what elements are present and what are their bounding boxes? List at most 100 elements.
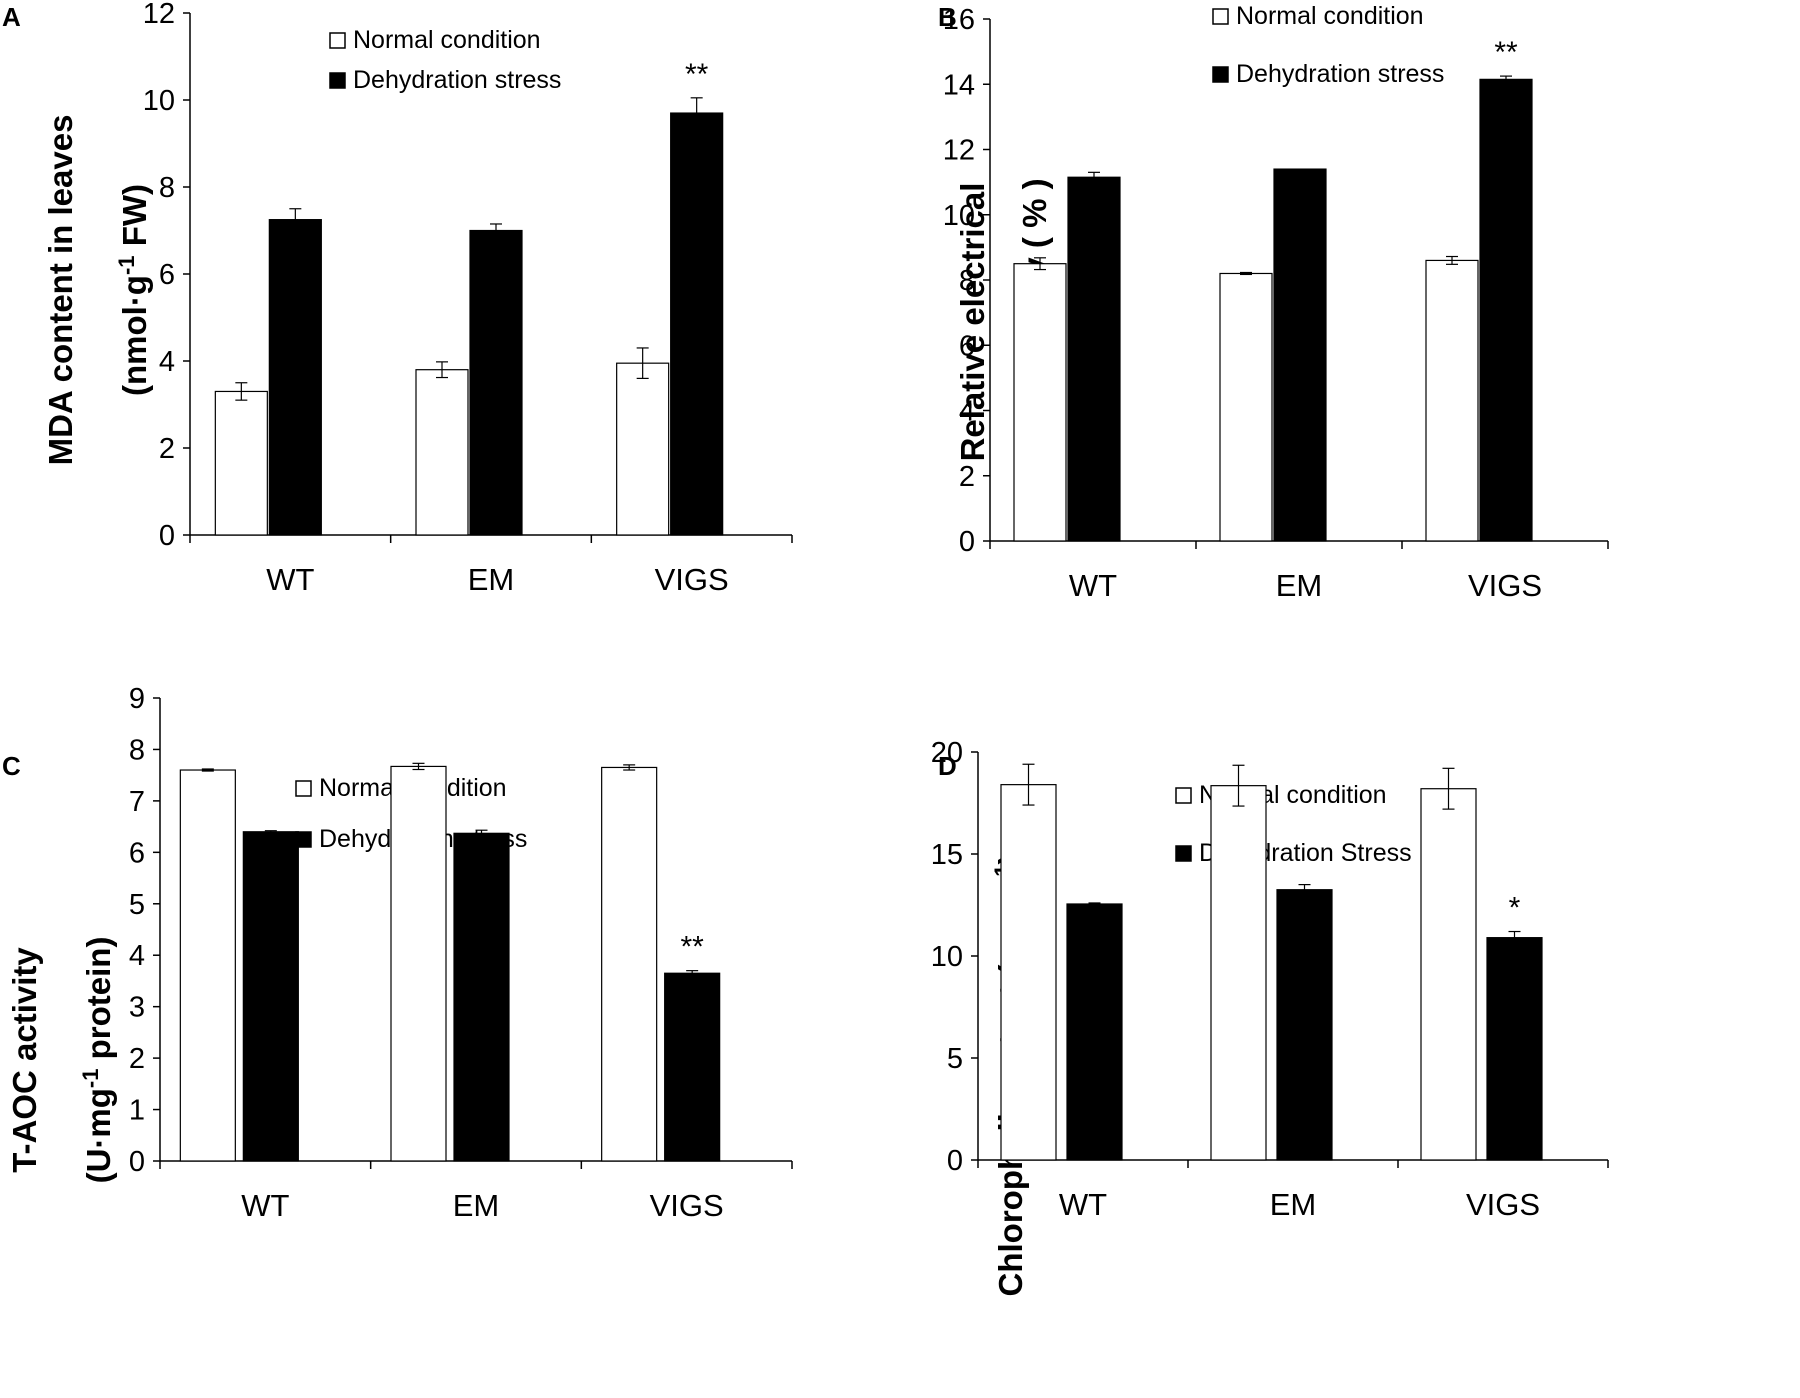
y-tick-label-b: 6 <box>959 330 975 362</box>
y-tick-label-d: 15 <box>931 839 963 871</box>
panel-letter-d: D <box>938 751 957 781</box>
y-tick-label-a: 2 <box>159 433 175 465</box>
y-label-a-line2-sup: -1 <box>114 255 139 275</box>
bar-a-normal-vigs <box>616 362 670 536</box>
panel-a: A MDA content in leaves (nmol·g-1 FW) No… <box>2 2 561 465</box>
bar-c-dehydration-em <box>453 832 510 1162</box>
legend-b-label-normal: Normal condition <box>1236 2 1424 30</box>
legend-b-label-dehydration: Dehydration stress <box>1236 60 1444 88</box>
x-category-label-b: VIGS <box>1468 568 1542 603</box>
y-tick-label-a: 0 <box>159 520 175 552</box>
y-tick-label-b: 8 <box>959 265 975 297</box>
y-tick-label-b: 0 <box>959 526 975 558</box>
y-axis-label-b: Relative electrical <box>954 183 991 462</box>
bar-a-normal-wt <box>214 390 268 536</box>
y-tick-label-a: 4 <box>159 346 175 378</box>
x-category-label-c: VIGS <box>650 1188 724 1223</box>
y-tick-label-d: 0 <box>947 1145 963 1177</box>
y-tick-label-b: 10 <box>943 200 975 232</box>
legend-a-label-normal: Normal condition <box>353 26 541 54</box>
bar-b-dehydration-em <box>1273 168 1327 542</box>
plot-b: 0 2 4 6 8 10 12 14 16 WT EM VIGS ** <box>943 4 1609 603</box>
bar-b-normal-em <box>1219 272 1273 542</box>
y-tick-label-d: 5 <box>947 1043 963 1075</box>
y-tick-label-c: 2 <box>129 1043 145 1075</box>
bar-d-dehydration-vigs <box>1486 937 1543 1161</box>
significance-mark-a: ** <box>685 58 709 91</box>
panel-letter-c: C <box>2 751 21 781</box>
y-label-c-line2-part2: protein) <box>80 937 117 1069</box>
bar-d-normal-vigs <box>1420 788 1477 1161</box>
y-tick-label-b: 16 <box>943 4 975 36</box>
y-tick-label-b: 4 <box>959 396 975 428</box>
y-axis-label-a-units: (nmol·g-1 FW) <box>114 184 154 396</box>
bar-a-normal-em <box>415 369 469 536</box>
plot-a: 0 2 4 6 8 10 12 WT EM VIGS ** <box>143 0 793 597</box>
significance-mark-d: * <box>1509 892 1521 925</box>
significance-mark-b: ** <box>1494 36 1518 69</box>
legend-d-swatch-normal <box>1175 787 1192 804</box>
legend-a: Normal condition Dehydration stress <box>329 26 561 94</box>
y-tick-label-a: 8 <box>159 172 175 204</box>
y-tick-label-c: 3 <box>129 992 145 1024</box>
x-category-label-d: EM <box>1270 1187 1317 1222</box>
y-tick-label-c: 9 <box>129 683 145 715</box>
y-label-a-line2-part1: (nmol·g <box>116 275 153 396</box>
y-tick-label-c: 4 <box>129 940 145 972</box>
bar-b-normal-wt <box>1013 263 1067 542</box>
x-category-label-b: WT <box>1069 568 1117 603</box>
significance-mark-c: ** <box>680 931 704 964</box>
bar-d-dehydration-em <box>1276 889 1333 1161</box>
bar-c-normal-em <box>390 765 447 1162</box>
bar-b-dehydration-vigs <box>1479 78 1533 542</box>
bar-b-normal-vigs <box>1425 259 1479 542</box>
y-tick-label-c: 8 <box>129 734 145 766</box>
y-tick-label-c: 0 <box>129 1146 145 1178</box>
y-label-c-line2: (U·mg-1 protein) <box>78 937 118 1184</box>
y-tick-label-b: 2 <box>959 461 975 493</box>
y-label-a-line2: (nmol·g-1 FW) <box>114 184 154 396</box>
y-tick-label-b: 14 <box>943 69 975 101</box>
bar-a-dehydration-wt <box>268 219 322 536</box>
y-tick-label-c: 6 <box>129 837 145 869</box>
x-category-label-b: EM <box>1276 568 1323 603</box>
x-category-label-d: WT <box>1059 1187 1107 1222</box>
y-axis-label-c: T-AOC activity <box>6 947 43 1173</box>
plot-d: 0 5 10 15 20 WT EM VIGS * <box>931 737 1609 1222</box>
bar-d-normal-em <box>1210 785 1267 1161</box>
y-label-a-line2-part2: FW) <box>116 184 153 255</box>
bar-c-normal-vigs <box>601 766 658 1162</box>
legend-b-swatch-dehydration <box>1212 66 1229 83</box>
legend-c-swatch-normal <box>295 780 312 797</box>
bar-a-dehydration-vigs <box>670 112 724 536</box>
y-label-c-line2-part1: (U·mg <box>80 1088 117 1183</box>
y-tick-label-a: 12 <box>143 0 175 30</box>
x-category-label-a: VIGS <box>655 562 729 597</box>
plot-c: 0 1 2 3 4 5 6 7 8 9 WT EM VIGS ** <box>129 683 793 1223</box>
bar-d-normal-wt <box>1000 784 1057 1161</box>
y-tick-label-d: 20 <box>931 737 963 769</box>
bar-c-normal-wt <box>179 769 236 1162</box>
bar-a-dehydration-em <box>469 229 523 536</box>
y-label-c-line2-sup: -1 <box>78 1069 103 1089</box>
y-label-c-line1: T-AOC activity <box>6 947 43 1173</box>
bar-c-dehydration-vigs <box>664 972 721 1162</box>
legend-a-swatch-dehydration <box>329 72 346 89</box>
x-category-label-c: WT <box>241 1188 289 1223</box>
y-tick-label-c: 1 <box>129 1095 145 1127</box>
y-tick-label-c: 7 <box>129 786 145 818</box>
bar-c-dehydration-wt <box>242 831 299 1162</box>
y-axis-label-c-units: (U·mg-1 protein) <box>78 937 118 1184</box>
legend-b: Normal condition Dehydration stress <box>1212 2 1444 88</box>
y-tick-label-d: 10 <box>931 941 963 973</box>
x-category-label-a: WT <box>266 562 314 597</box>
legend-a-swatch-normal <box>329 32 346 49</box>
y-tick-label-a: 10 <box>143 85 175 117</box>
y-label-b-line1: Relative electrical <box>954 183 991 462</box>
y-axis-label-a: MDA content in leaves <box>42 115 79 466</box>
legend-d-swatch-dehydration <box>1175 845 1192 862</box>
panel-letter-b: B <box>938 2 957 32</box>
y-tick-label-a: 6 <box>159 259 175 291</box>
y-tick-label-b: 12 <box>943 135 975 167</box>
